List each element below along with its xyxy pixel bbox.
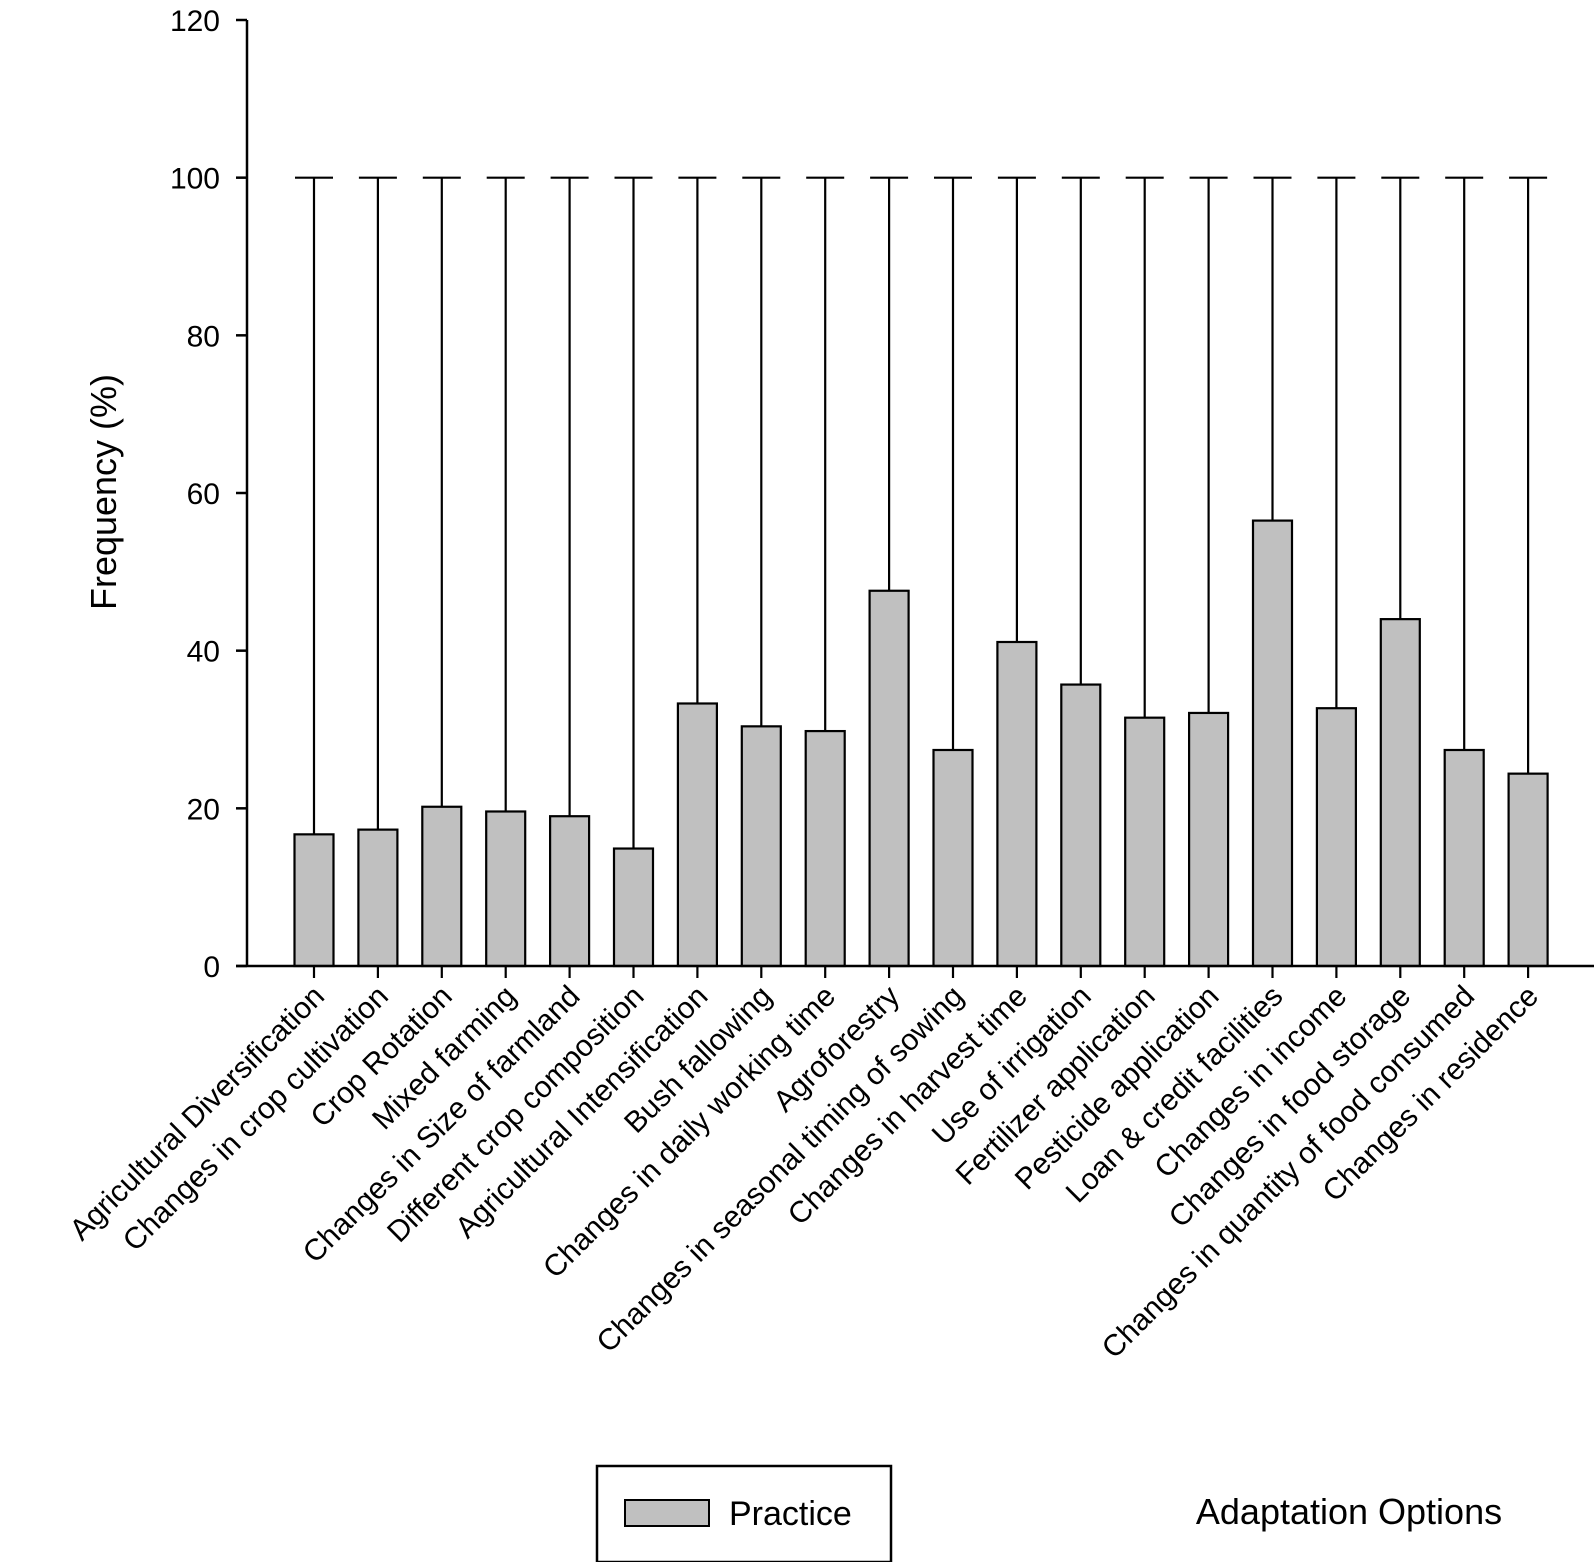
bar [421,805,463,968]
bar [485,810,527,968]
y-tick-label: 100 [170,163,220,196]
bar [1124,716,1166,968]
bar [548,815,591,968]
y-tick-label: 20 [187,793,220,826]
y-tick-label: 0 [203,951,220,984]
error-bars [295,176,1548,849]
bar [804,729,846,968]
bar [932,748,974,968]
y-tick-label: 60 [187,478,220,511]
bar [293,833,335,968]
bar [996,640,1038,968]
bar [1507,772,1549,968]
legend: Practice [595,1464,893,1562]
legend-label: Practice [729,1495,852,1533]
bar [868,589,910,968]
bar [612,847,655,968]
y-tick-label: 80 [187,320,220,353]
bar [1187,711,1230,968]
x-ticks [312,966,1530,978]
legend-swatch [624,1499,710,1527]
bar [1060,683,1102,968]
bar [1443,748,1485,968]
bar [357,828,399,968]
x-axis-title: Adaptation Options [1196,1491,1502,1532]
y-tick-label: 40 [187,636,220,669]
bars [293,519,1549,968]
bar [1315,707,1358,968]
x-tick-label: Agricultural Diversification [64,980,331,1247]
y-axis-title: Frequency (%) [83,374,124,610]
y-ticks: 0 20 40 60 80 100 120 [170,5,247,984]
bar [1251,519,1294,968]
bar [740,725,782,968]
bar [1379,618,1421,968]
bar [676,702,719,968]
y-tick-label: 120 [170,5,220,38]
